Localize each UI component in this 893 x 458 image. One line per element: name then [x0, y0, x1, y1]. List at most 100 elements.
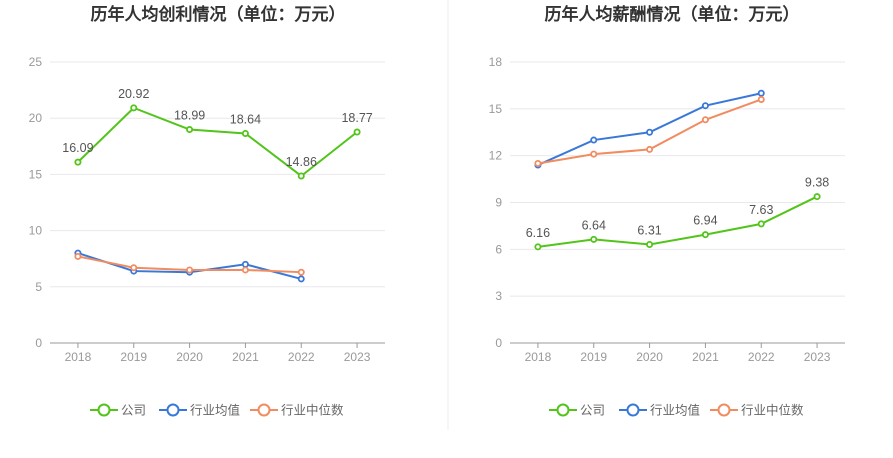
- legend-icon: [250, 403, 278, 417]
- data-point: [130, 104, 138, 112]
- data-point: [241, 129, 249, 137]
- data-point: [130, 264, 138, 272]
- x-tick-label: 2019: [580, 350, 607, 364]
- data-point: [590, 136, 598, 144]
- data-point: [646, 240, 654, 248]
- series-line: [537, 195, 818, 248]
- data-point: [534, 159, 542, 167]
- y-tick-label: 0: [35, 336, 42, 350]
- legend-item-公司: 公司: [90, 403, 146, 418]
- y-tick-label: 0: [495, 336, 502, 350]
- y-tick-label: 12: [489, 149, 503, 163]
- x-tick-label: 2023: [344, 350, 371, 364]
- legend-icon-marker: [556, 403, 570, 417]
- legend-icon-marker: [166, 403, 180, 417]
- legend-item-行业均值: 行业均值: [159, 403, 240, 418]
- data-point: [813, 193, 821, 201]
- data-label: 18.77: [341, 111, 372, 125]
- x-tick-label: 2020: [636, 350, 663, 364]
- x-tick-label: 2023: [804, 350, 831, 364]
- data-label: 7.63: [749, 203, 773, 217]
- data-point: [241, 260, 249, 268]
- data-point: [534, 243, 542, 251]
- data-label: 6.31: [637, 223, 661, 237]
- legend-icon-marker: [97, 403, 111, 417]
- series-行业中位数: [74, 252, 305, 276]
- y-tick-label: 18: [489, 55, 503, 69]
- data-point: [297, 275, 305, 283]
- legend: 公司 行业均值 行业中位数: [90, 403, 344, 418]
- chart-panel-1: 历年人均创利情况（单位：万元） 0 5 10 15 20 25 2018 2019 2020 202…: [29, 4, 385, 418]
- legend-icon: [619, 403, 647, 417]
- x-tick-label: 2020: [176, 350, 203, 364]
- legend: 公司 行业均值 行业中位数: [549, 403, 804, 418]
- data-point: [241, 266, 249, 274]
- legend-label: 公司: [580, 403, 605, 418]
- data-point: [590, 235, 598, 243]
- y-tick-label: 10: [29, 224, 43, 238]
- y-tick-label: 20: [29, 111, 43, 125]
- legend-label: 行业均值: [190, 403, 240, 418]
- series-行业均值: [534, 89, 765, 169]
- legend-icon: [159, 403, 187, 417]
- data-label: 6.94: [693, 214, 717, 228]
- legend-icon-marker: [717, 403, 731, 417]
- data-point: [74, 158, 82, 166]
- x-tick-label: 2022: [288, 350, 315, 364]
- chart-title: 历年人均创利情况（单位：万元）: [91, 4, 346, 25]
- data-label: 6.16: [526, 226, 550, 240]
- legend-icon: [90, 403, 118, 417]
- data-label: 18.99: [174, 109, 205, 123]
- data-label: 18.64: [230, 112, 261, 126]
- y-tick-label: 15: [489, 102, 503, 116]
- legend-icon: [710, 403, 738, 417]
- data-point: [186, 126, 194, 134]
- data-label: 14.86: [286, 155, 317, 169]
- data-point: [646, 128, 654, 136]
- legend-item-行业均值: 行业均值: [619, 403, 700, 418]
- data-label: 20.92: [118, 87, 149, 101]
- y-tick-label: 15: [29, 167, 43, 181]
- y-tick-label: 3: [495, 289, 502, 303]
- chart-panel-2: 历年人均薪酬情况（单位：万元） 0 3 6 9 12 15 18 2018 2019 2020 202…: [489, 4, 845, 418]
- series-行业均值: [74, 249, 305, 283]
- legend-icon: [549, 403, 577, 417]
- data-point: [297, 268, 305, 276]
- x-tick-label: 2019: [120, 350, 147, 364]
- x-tick-label: 2018: [65, 350, 92, 364]
- legend-label: 行业中位数: [741, 403, 804, 418]
- data-point: [353, 128, 361, 136]
- data-label: 9.38: [805, 176, 829, 190]
- data-point: [757, 95, 765, 103]
- data-point: [297, 172, 305, 180]
- legend-item-行业中位数: 行业中位数: [250, 403, 344, 418]
- legend-label: 行业均值: [650, 403, 700, 418]
- y-tick-label: 5: [35, 280, 42, 294]
- legend-icon-marker: [626, 403, 640, 417]
- data-point: [757, 220, 765, 228]
- legend-item-公司: 公司: [549, 403, 605, 418]
- series-公司: 6.16 6.64 6.31 6.94 7.63 9.38: [526, 176, 829, 251]
- y-tick-label: 9: [495, 196, 502, 210]
- data-label: 6.64: [582, 218, 606, 232]
- data-point: [74, 252, 82, 260]
- x-tick-label: 2021: [692, 350, 719, 364]
- legend-item-行业中位数: 行业中位数: [710, 403, 804, 418]
- x-tick-label: 2018: [525, 350, 552, 364]
- data-point: [701, 102, 709, 110]
- data-point: [757, 89, 765, 97]
- series-行业中位数: [534, 95, 765, 167]
- series-line: [77, 106, 358, 178]
- data-label: 16.09: [62, 141, 93, 155]
- data-point: [701, 231, 709, 239]
- legend-label: 公司: [121, 403, 146, 418]
- y-tick-label: 6: [495, 242, 502, 256]
- series-公司: 16.09 20.92 18.99 18.64 14.86 18.77: [62, 87, 373, 180]
- x-tick-label: 2022: [748, 350, 775, 364]
- chart-title: 历年人均薪酬情况（单位：万元）: [545, 4, 800, 25]
- data-point: [186, 266, 194, 274]
- data-point: [590, 150, 598, 158]
- legend-label: 行业中位数: [281, 403, 344, 418]
